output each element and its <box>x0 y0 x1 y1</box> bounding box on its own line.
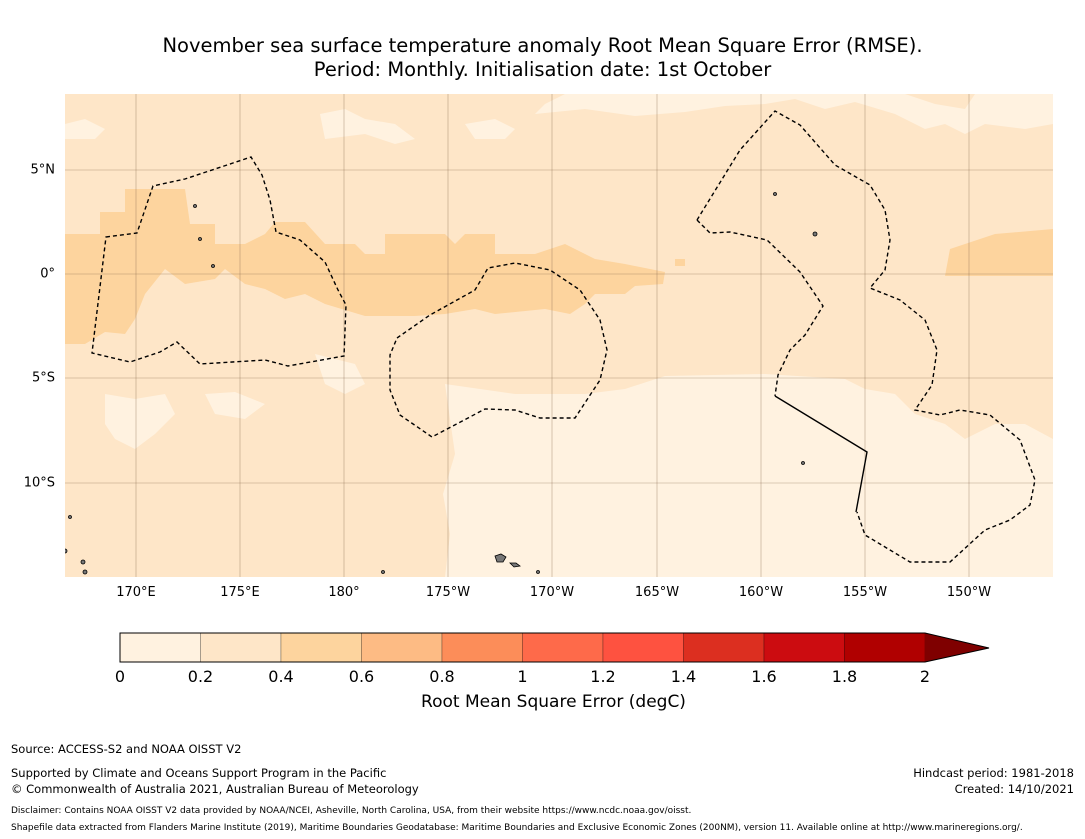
lon-tick: 175°W <box>425 585 471 600</box>
colorbar-segment <box>119 632 201 663</box>
colorbar-segment <box>522 632 604 663</box>
colorbar-segment <box>441 632 523 663</box>
lon-tick: 160°W <box>738 585 784 600</box>
colorbar-segment <box>844 632 926 663</box>
gridlines <box>65 94 1053 577</box>
eez-boundary-east <box>696 110 1036 563</box>
colorbar-tick-label: 1.4 <box>670 667 697 686</box>
colorbar-tick-label: 0.8 <box>429 667 455 686</box>
created-text: Created: 14/10/2021 <box>954 782 1074 796</box>
colorbar-tick-label: 2 <box>919 667 931 686</box>
chart-title-line1: November sea surface temperature anomaly… <box>162 34 923 57</box>
lon-tick: 150°W <box>946 585 992 600</box>
colorbar-tick-label: 1.8 <box>831 667 858 686</box>
lon-tick: 170°W <box>529 585 575 600</box>
colorbar-tick-label: 0.6 <box>348 667 375 686</box>
shapefile-text: Shapefile data extracted from Flanders M… <box>11 823 1023 833</box>
colorbar-outline <box>119 632 990 663</box>
colorbar-tick-label: 0 <box>114 667 126 686</box>
lon-tick: 175°E <box>220 585 260 600</box>
hindcast-text: Hindcast period: 1981-2018 <box>913 766 1074 780</box>
colorbar-segment <box>200 632 282 663</box>
colorbar-extend-arrow <box>925 633 989 662</box>
lon-tick: 170°E <box>116 585 156 600</box>
colorbar-segment <box>763 632 845 663</box>
colorbar-segment <box>361 632 443 663</box>
lat-tick-10s: 10°S <box>23 475 55 491</box>
colorbar-tick-label: 1 <box>517 667 528 686</box>
supported-text: Supported by Climate and Oceans Support … <box>11 766 387 780</box>
colorbar-segment <box>683 632 765 663</box>
colorbar-segment <box>602 632 684 663</box>
copyright-text: © Commonwealth of Australia 2021, Austra… <box>11 782 419 796</box>
colorbar-tick-label: 0.2 <box>187 667 214 686</box>
eez-boundary-east-north <box>696 219 824 397</box>
boundary-solid-line <box>774 395 868 513</box>
rmse-band-0.4-0.6 <box>65 189 1053 344</box>
lat-tick-5s: 5°S <box>31 370 55 386</box>
disclaimer-text: Disclaimer: Contains NOAA OISST V2 data … <box>11 806 692 816</box>
colorbar-segment <box>280 632 362 663</box>
source-text: Source: ACCESS-S2 and NOAA OISST V2 <box>11 742 242 756</box>
colorbar-tick-label: 1.6 <box>751 667 777 686</box>
colorbar <box>119 632 990 663</box>
colorbar-tick-label: 0.4 <box>268 667 294 686</box>
rmse-map <box>62 94 1053 577</box>
lon-tick: 155°W <box>842 585 888 600</box>
lon-tick: 180° <box>328 585 360 600</box>
chart-title-line2: Period: Monthly. Initialisation date: 1s… <box>313 58 772 81</box>
lat-tick-0: 0° <box>40 266 55 282</box>
lat-tick-5n: 5°N <box>30 162 56 178</box>
colorbar-tick-label: 1.2 <box>590 667 616 686</box>
eez-boundary-central <box>389 262 608 438</box>
lon-tick: 165°W <box>634 585 680 600</box>
eez-boundary-west <box>91 156 347 367</box>
colorbar-label: Root Mean Square Error (degC) <box>421 692 686 712</box>
